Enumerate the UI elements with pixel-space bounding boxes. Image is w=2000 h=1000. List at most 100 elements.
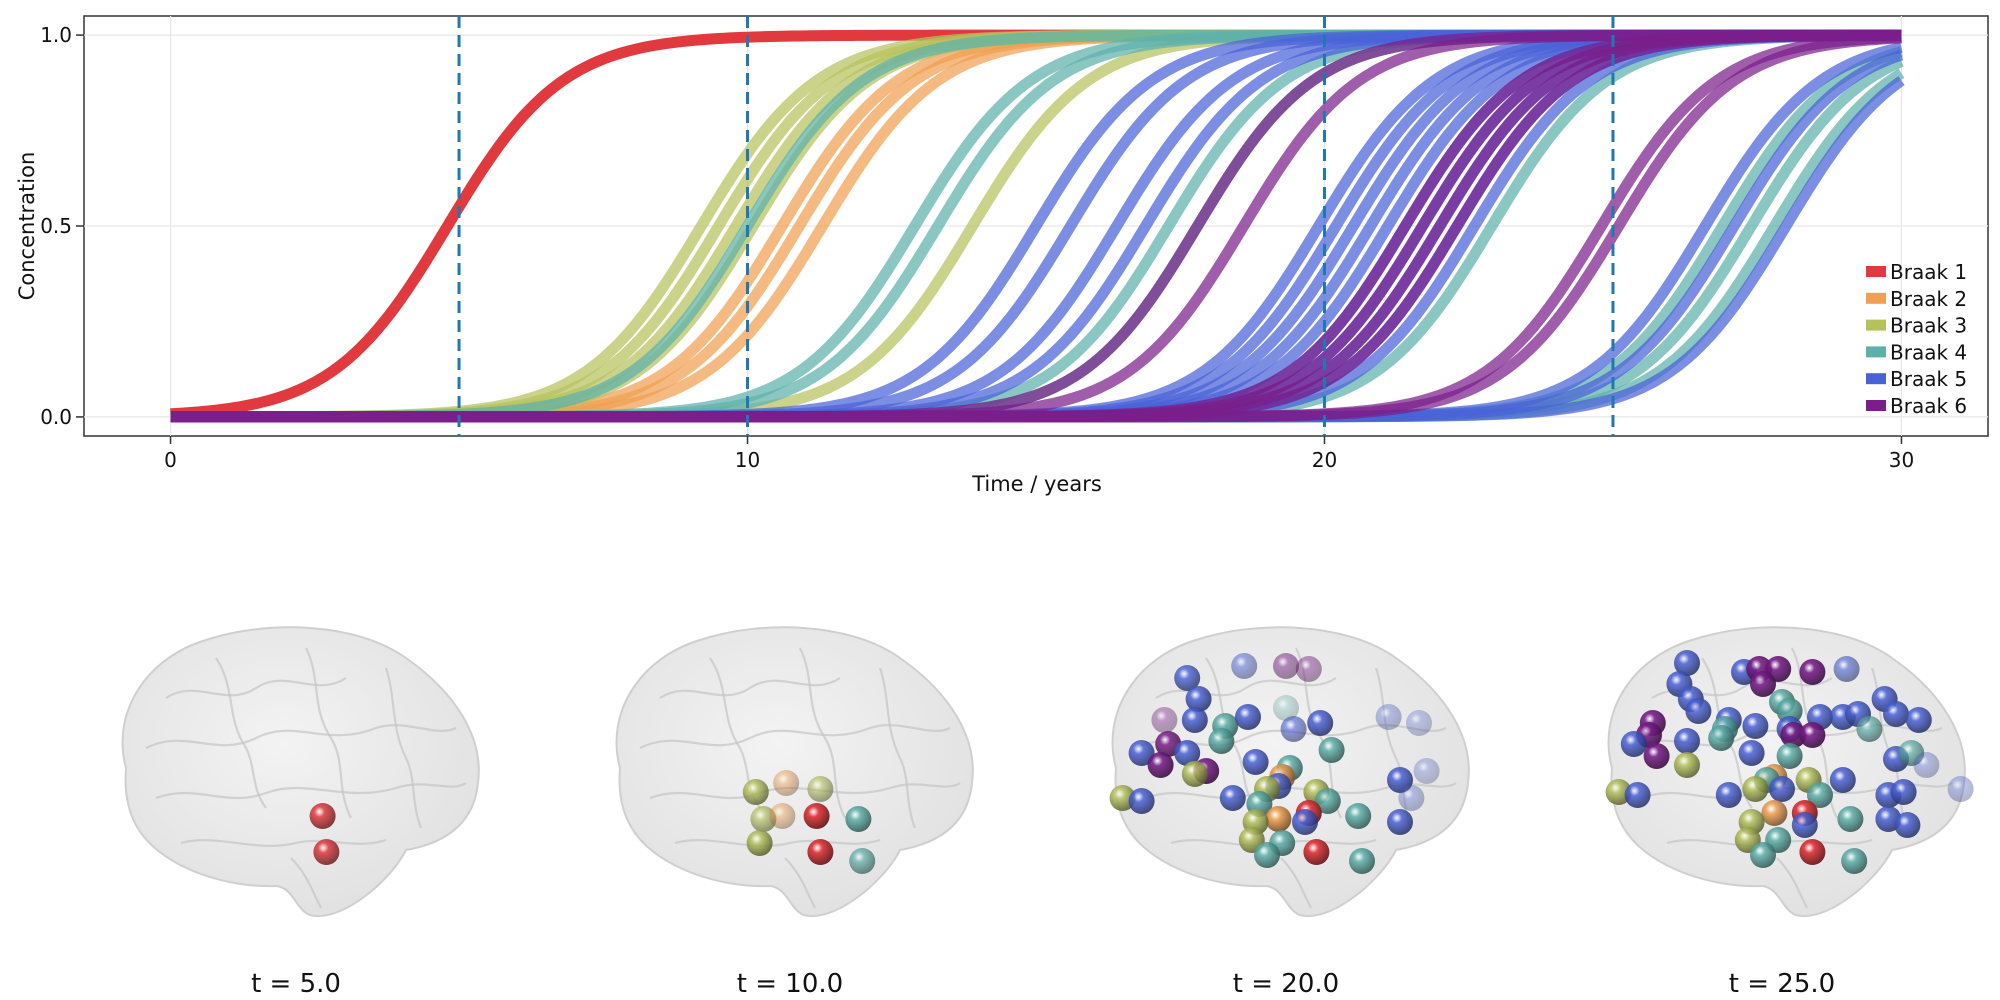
brain-silhouette bbox=[617, 627, 973, 916]
region-node-braak-6 bbox=[1799, 722, 1825, 748]
y-tick-label: 0.5 bbox=[40, 214, 72, 238]
brain-panels: t = 5.0 t = 10.0 t = 20.0 t = 25.0 bbox=[123, 627, 1974, 999]
region-node-braak-5 bbox=[1716, 782, 1742, 808]
region-node-braak-5 bbox=[1307, 710, 1333, 736]
region-node-braak-2 bbox=[1265, 806, 1291, 832]
y-tick-label: 1.0 bbox=[40, 23, 72, 47]
region-node-braak-3 bbox=[1674, 752, 1700, 778]
region-node-braak-3 bbox=[1182, 761, 1208, 787]
y-tick-label: 0.0 bbox=[40, 405, 72, 429]
region-node-braak-5 bbox=[1376, 704, 1402, 730]
y-axis-label: Concentration bbox=[15, 152, 39, 301]
brain-outline bbox=[123, 627, 479, 916]
region-node-braak-5 bbox=[1292, 809, 1318, 835]
region-node-braak-4 bbox=[1856, 716, 1882, 742]
region-node-braak-4 bbox=[1708, 725, 1734, 751]
legend-swatch bbox=[1866, 293, 1886, 304]
region-node-braak-6 bbox=[1151, 707, 1177, 733]
region-node-braak-5 bbox=[1625, 782, 1651, 808]
region-node-braak-4 bbox=[845, 806, 871, 832]
legend-label: Braak 5 bbox=[1890, 367, 1967, 391]
region-node-braak-5 bbox=[1739, 740, 1765, 766]
brain-panel: t = 25.0 bbox=[1606, 627, 1974, 999]
region-node-braak-3 bbox=[807, 776, 833, 802]
legend-swatch bbox=[1866, 320, 1886, 331]
legend-swatch bbox=[1866, 400, 1886, 411]
region-node-braak-5 bbox=[1913, 752, 1939, 778]
region-node-braak-6 bbox=[1148, 752, 1174, 778]
region-node-braak-4 bbox=[1841, 848, 1867, 874]
region-node-braak-1 bbox=[807, 839, 833, 865]
region-node-braak-1 bbox=[310, 803, 336, 829]
region-node-braak-5 bbox=[1406, 710, 1432, 736]
legend-label: Braak 4 bbox=[1890, 340, 1967, 364]
brain-time-label: t = 5.0 bbox=[251, 969, 341, 999]
region-node-braak-5 bbox=[1129, 788, 1155, 814]
brain-panel: t = 5.0 bbox=[123, 627, 479, 999]
brain-time-label: t = 25.0 bbox=[1729, 969, 1835, 999]
region-node-braak-6 bbox=[1750, 671, 1776, 697]
region-node-braak-5 bbox=[1685, 698, 1711, 724]
region-node-braak-5 bbox=[1769, 776, 1795, 802]
legend-label: Braak 2 bbox=[1890, 287, 1967, 311]
region-node-braak-6 bbox=[1644, 743, 1670, 769]
region-node-braak-4 bbox=[1319, 737, 1345, 763]
region-node-braak-2 bbox=[769, 803, 795, 829]
region-node-braak-5 bbox=[1674, 728, 1700, 754]
x-axis-label: Time / years bbox=[971, 472, 1102, 496]
region-node-braak-4 bbox=[1208, 728, 1234, 754]
brain-panel: t = 10.0 bbox=[617, 627, 973, 999]
region-node-braak-2 bbox=[773, 770, 799, 796]
region-node-braak-4 bbox=[1750, 842, 1776, 868]
line-chart: 0 10 20 30 0.0 0.5 1.0 Time / years Concentra… bbox=[15, 16, 1988, 496]
region-node-braak-4 bbox=[849, 848, 875, 874]
brain-panel: t = 20.0 bbox=[1110, 627, 1469, 999]
region-node-braak-6 bbox=[1296, 656, 1322, 682]
region-node-braak-6 bbox=[1799, 659, 1825, 685]
region-node-braak-5 bbox=[1894, 812, 1920, 838]
region-node-braak-5 bbox=[1792, 812, 1818, 838]
region-node-braak-5 bbox=[1398, 785, 1424, 811]
legend-swatch bbox=[1866, 346, 1886, 357]
region-node-braak-5 bbox=[1906, 707, 1932, 733]
region-node-braak-5 bbox=[1235, 704, 1261, 730]
region-node-braak-4 bbox=[1837, 806, 1863, 832]
region-node-braak-4 bbox=[1254, 842, 1280, 868]
region-node-braak-5 bbox=[1883, 701, 1909, 727]
region-node-braak-5 bbox=[1834, 656, 1860, 682]
region-node-braak-5 bbox=[1182, 707, 1208, 733]
region-node-braak-5 bbox=[1891, 779, 1917, 805]
region-node-braak-1 bbox=[1303, 839, 1329, 865]
region-node-braak-5 bbox=[1231, 653, 1257, 679]
region-node-braak-3 bbox=[1742, 776, 1768, 802]
x-tick-label: 10 bbox=[735, 448, 760, 472]
x-ticks: 0 10 20 30 bbox=[164, 436, 1914, 472]
legend-swatch bbox=[1866, 373, 1886, 384]
region-node-braak-6 bbox=[1273, 653, 1299, 679]
x-tick-label: 20 bbox=[1312, 448, 1337, 472]
brain-silhouette bbox=[123, 627, 479, 916]
region-node-braak-5 bbox=[1220, 785, 1246, 811]
region-node-braak-4 bbox=[1345, 803, 1371, 829]
region-node-braak-3 bbox=[747, 830, 773, 856]
region-node-braak-3 bbox=[743, 779, 769, 805]
x-tick-label: 0 bbox=[164, 448, 177, 472]
region-node-braak-5 bbox=[1281, 716, 1307, 742]
legend-label: Braak 1 bbox=[1890, 260, 1967, 284]
brain-time-label: t = 20.0 bbox=[1233, 969, 1339, 999]
region-node-braak-5 bbox=[1948, 776, 1974, 802]
x-tick-label: 30 bbox=[1889, 448, 1914, 472]
region-node-braak-5 bbox=[1830, 767, 1856, 793]
region-node-braak-5 bbox=[1387, 809, 1413, 835]
legend-label: Braak 6 bbox=[1890, 394, 1967, 418]
region-node-braak-5 bbox=[1621, 731, 1647, 757]
legend-swatch bbox=[1866, 266, 1886, 277]
region-node-braak-1 bbox=[804, 803, 830, 829]
brain-time-label: t = 10.0 bbox=[737, 969, 843, 999]
y-ticks: 0.0 0.5 1.0 bbox=[40, 23, 84, 429]
region-node-braak-1 bbox=[1799, 839, 1825, 865]
region-node-braak-5 bbox=[1243, 749, 1269, 775]
brain-outline bbox=[617, 627, 973, 916]
region-node-braak-4 bbox=[1777, 743, 1803, 769]
region-node-braak-1 bbox=[313, 839, 339, 865]
